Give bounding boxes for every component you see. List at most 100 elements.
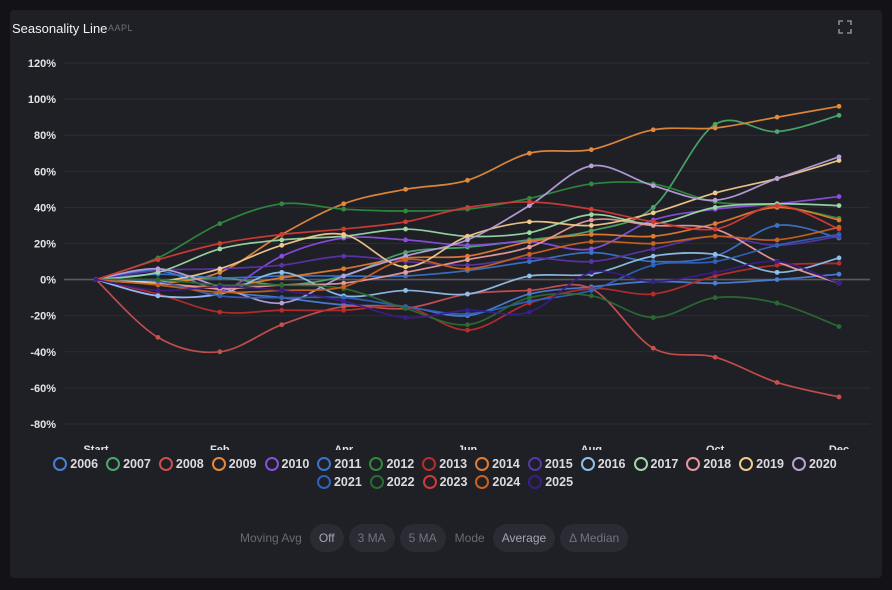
series-point-2023	[712, 226, 718, 232]
legend-item-2021[interactable]: 2021	[316, 475, 362, 489]
series-point-2016	[279, 269, 285, 275]
series-point-2015	[588, 259, 594, 264]
legend-swatch	[739, 457, 754, 471]
legend-item-2016[interactable]: 2016	[580, 457, 626, 471]
series-point-2019	[217, 266, 223, 272]
legend-item-2024[interactable]: 2024	[475, 475, 520, 489]
legend-item-2014[interactable]: 2014	[475, 457, 520, 471]
legend-item-2025[interactable]: 2025	[528, 475, 573, 489]
series-point-2024	[341, 284, 347, 290]
legend-item-2010[interactable]: 2010	[264, 457, 309, 471]
series-point-2018	[527, 244, 532, 250]
series-point-2024	[465, 266, 470, 272]
legend-label: 2011	[334, 457, 362, 471]
legend-item-2020[interactable]: 2020	[791, 457, 837, 471]
series-point-2021	[836, 232, 842, 237]
series-point-2007	[403, 250, 408, 255]
y-tick-label: -60%	[30, 383, 56, 395]
legend-swatch	[53, 457, 68, 471]
series-point-2020	[403, 253, 408, 259]
legend-label: 2022	[386, 475, 415, 489]
series-point-2018	[403, 269, 408, 275]
legend-label: 2016	[597, 457, 626, 471]
legend-item-2018[interactable]: 2018	[686, 457, 731, 471]
legend-swatch	[369, 475, 384, 489]
series-point-2018	[465, 257, 470, 263]
moving-avg-5ma-button[interactable]: 5 MA	[399, 524, 446, 552]
series-point-2010	[588, 246, 594, 252]
legend-swatch	[528, 475, 543, 489]
legend-label: 2024	[492, 475, 521, 489]
legend-item-2022[interactable]: 2022	[369, 475, 415, 489]
series-point-2023	[527, 199, 532, 205]
series-point-2023	[403, 219, 408, 225]
series-point-2017	[712, 205, 718, 210]
ticker-label: AAPL	[108, 23, 134, 33]
series-point-2021	[774, 242, 780, 248]
legend-item-2008[interactable]: 2008	[158, 457, 204, 471]
series-point-2009	[341, 201, 347, 207]
series-point-2006	[712, 280, 718, 286]
series-point-2011	[650, 259, 656, 264]
legend-item-2007[interactable]: 2007	[106, 457, 151, 471]
legend-item-2023[interactable]: 2023	[422, 475, 467, 489]
series-point-2008	[155, 334, 161, 340]
y-tick-label: 100%	[28, 94, 56, 106]
legend-item-2012[interactable]: 2012	[369, 457, 414, 471]
series-point-2012	[403, 208, 408, 214]
expand-icon[interactable]	[838, 20, 852, 34]
series-point-2023	[465, 205, 470, 210]
series-point-2018	[588, 217, 594, 223]
legend-item-2019[interactable]: 2019	[739, 457, 784, 471]
legend-swatch	[580, 457, 595, 471]
series-point-2013	[712, 273, 718, 279]
series-point-2025	[93, 277, 99, 282]
legend-item-2006[interactable]: 2006	[53, 457, 98, 471]
mode-median-button[interactable]: Δ Median	[560, 524, 629, 552]
series-point-2012	[588, 181, 594, 187]
legend-swatch	[317, 457, 332, 471]
y-tick-label: 20%	[34, 239, 56, 251]
legend-item-2011[interactable]: 2011	[317, 457, 361, 471]
series-point-2008	[836, 394, 842, 400]
moving-avg-off-button[interactable]: Off	[309, 524, 344, 552]
series-point-2019	[712, 190, 718, 196]
series-point-2014	[465, 253, 470, 259]
moving-avg-3ma-button[interactable]: 3 MA	[348, 524, 395, 552]
series-point-2017	[836, 203, 842, 208]
series-point-2015	[527, 255, 532, 261]
series-point-2016	[774, 269, 780, 275]
series-point-2025	[836, 280, 842, 286]
series-point-2017	[217, 246, 223, 252]
series-point-2008	[712, 354, 718, 360]
legend-label: 2015	[544, 457, 573, 471]
series-point-2007	[712, 121, 718, 127]
series-point-2008	[279, 322, 285, 328]
series-point-2016	[403, 288, 408, 293]
series-point-2025	[588, 269, 594, 275]
series-point-2019	[836, 158, 842, 163]
mode-average-button[interactable]: Average	[492, 524, 556, 552]
legend-item-2009[interactable]: 2009	[211, 457, 257, 471]
series-point-2022	[155, 277, 161, 282]
series-point-2023	[217, 241, 223, 246]
series-point-2008	[341, 304, 347, 310]
legend-swatch	[475, 457, 490, 471]
series-point-2016	[712, 251, 718, 257]
series-point-2020	[836, 154, 842, 160]
series-point-2025	[527, 309, 532, 315]
series-point-2014	[341, 266, 347, 272]
legend-swatch	[422, 457, 437, 471]
series-point-2019	[650, 210, 656, 216]
series-point-2022	[465, 322, 470, 328]
series-point-2023	[155, 257, 161, 263]
series-point-2017	[279, 237, 285, 243]
legend-item-2013[interactable]: 2013	[422, 457, 467, 471]
legend-swatch	[686, 457, 701, 471]
legend-item-2015[interactable]: 2015	[527, 457, 573, 471]
series-point-2013	[279, 307, 285, 313]
legend-item-2017[interactable]: 2017	[633, 457, 678, 471]
series-point-2013	[774, 262, 780, 268]
series-point-2019	[341, 232, 347, 237]
series-point-2013	[341, 307, 347, 313]
